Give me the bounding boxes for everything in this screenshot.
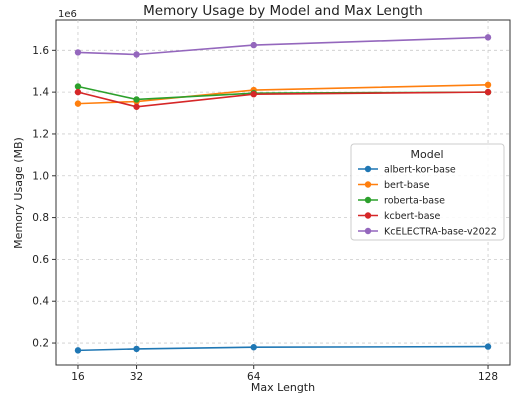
- legend-items: albert-kor-base bert-base roberta-base kcbe…: [358, 165, 497, 238]
- legend-marker: [364, 165, 372, 173]
- data-point: [133, 345, 140, 353]
- y-tick-label: 0.2: [32, 338, 49, 350]
- data-point: [133, 51, 140, 58]
- legend-item: kcbert-base: [358, 211, 440, 222]
- data-point: [250, 41, 257, 49]
- y-tick-label: 1.0: [32, 170, 49, 182]
- y-multiplier: 1e6: [58, 9, 77, 20]
- y-tick-label: 0.8: [32, 212, 49, 224]
- data-point: [74, 83, 82, 90]
- y-axis-label: Memory Usage (MB): [12, 137, 25, 249]
- data-point: [484, 34, 492, 41]
- data-point: [484, 81, 492, 89]
- x-tick-label: 32: [130, 371, 143, 383]
- y-tick-label: 0.6: [32, 254, 49, 266]
- legend-item: roberta-base: [358, 196, 445, 207]
- legend-marker: [364, 196, 372, 204]
- x-ticks: 16 32 64 128: [71, 365, 498, 383]
- legend-marker: [364, 181, 372, 188]
- series-kcbert-base: [74, 88, 492, 110]
- legend-item: albert-kor-base: [358, 165, 456, 176]
- data-point: [250, 344, 257, 351]
- data-point: [74, 49, 82, 56]
- x-tick-label: 128: [478, 371, 498, 383]
- series-KcELECTRA-base-v2022: [74, 34, 492, 58]
- legend-marker: [364, 227, 372, 235]
- data-point: [484, 343, 492, 350]
- legend-label: albert-kor-base: [384, 165, 456, 176]
- x-tick-label: 64: [247, 371, 261, 383]
- series-line: [77, 91, 489, 108]
- y-tick-label: 1.6: [32, 45, 49, 57]
- y-ticks: 0.2 0.4 0.6 0.8 1.0 1.2 1.4 1.6: [32, 45, 56, 350]
- legend-item: bert-base: [358, 180, 430, 191]
- legend-label: kcbert-base: [384, 211, 440, 222]
- legend-marker: [364, 212, 372, 219]
- x-axis-label: Max Length: [251, 381, 315, 394]
- data-point: [74, 347, 82, 354]
- series-line: [77, 36, 489, 56]
- data-point: [250, 91, 257, 98]
- legend: Model albert-kor-base bert-base roberta-ba…: [350, 143, 505, 241]
- legend-title: Model: [410, 148, 443, 161]
- legend-label: roberta-base: [384, 196, 445, 207]
- chart-title: Memory Usage by Model and Max Length: [143, 3, 423, 19]
- y-tick-label: 1.2: [32, 128, 49, 140]
- data-point: [133, 103, 140, 110]
- y-tick-label: 0.4: [32, 296, 49, 308]
- data-point: [133, 96, 140, 103]
- y-tick-label: 1.4: [32, 87, 49, 99]
- data-point: [484, 88, 492, 96]
- data-point: [74, 100, 82, 107]
- legend-label: KcELECTRA-base-v2022: [384, 227, 497, 238]
- legend-label: bert-base: [384, 180, 430, 191]
- x-tick-label: 16: [71, 371, 85, 383]
- series-group: [74, 34, 492, 354]
- legend-item: KcELECTRA-base-v2022: [358, 227, 497, 238]
- legend-box: [350, 143, 505, 241]
- data-point: [74, 88, 82, 96]
- series-line: [77, 345, 489, 352]
- series-albert-kor-base: [74, 343, 492, 354]
